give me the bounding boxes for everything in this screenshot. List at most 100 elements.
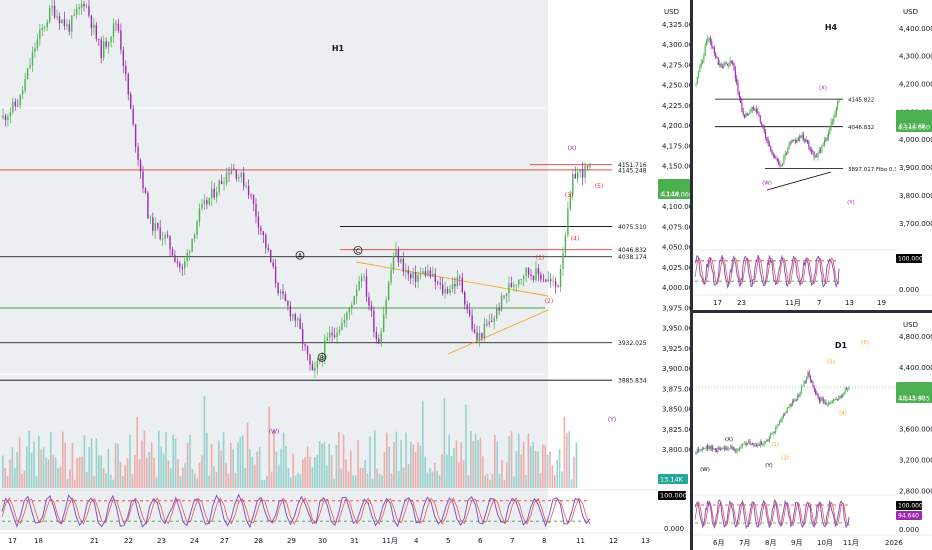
volume-bar [210,443,213,488]
volume-bar [225,463,227,488]
candle-body [471,315,473,330]
candle-body [390,269,392,283]
price-tick-label: 4,175.000 [662,142,690,150]
candle-body [726,447,728,450]
oscillator-badge: 100.000 [898,256,923,263]
time-tick-label: 24 [190,537,199,545]
wave-label: (Y) [765,463,773,469]
volume-bar [256,451,258,488]
candle-body [709,38,711,42]
candle-body [842,395,844,398]
level-label: 4145.822 [848,98,874,104]
candle-body [532,276,535,281]
price-tick-label: 3,875.000 [662,385,690,393]
volume-bar [114,443,117,488]
candle-body [753,107,755,111]
candle-body [355,290,358,297]
volume-bar [136,417,138,488]
volume-bar [474,434,477,488]
volume-bar [491,474,494,488]
volume-bar [455,440,458,488]
candle-body [704,448,706,450]
candle-body [827,402,829,404]
candle-body [716,57,718,59]
candle-body [505,293,508,296]
volume-bar [388,446,390,488]
candle-body [174,255,176,262]
volume-bar [124,464,126,488]
candle-body [562,253,564,269]
candle-body [422,271,424,274]
panel-separator-horizontal[interactable] [693,310,932,313]
h1-chart-panel[interactable]: 4151.716 4145.248 4075.510 4046.832 4038.174… [0,0,690,550]
candle-body [287,300,289,306]
candle-body [776,426,778,429]
candle-body [730,446,732,449]
candle-body [238,177,240,179]
candle-body [802,386,804,388]
volume-bar [100,455,102,488]
candle-body [191,238,193,252]
h4-chart-svg[interactable]: H4 4145.822 4046.832 3897.017 Fibo 0.382 w3… [693,0,932,310]
volume-bar [525,475,527,488]
candle-body [817,395,819,398]
candle-body [788,144,790,148]
candle-body [834,399,836,401]
price-axis-bg [658,0,690,550]
candle-body [203,200,206,205]
candle-body [478,332,481,340]
candle-body [820,150,822,152]
volume-bar [352,475,354,488]
candle-body [412,272,414,279]
level-label: 4046.832 [848,125,874,131]
candle-body [833,400,835,402]
volume-bar [371,479,374,488]
candle-body [491,321,493,323]
volume-bar [208,475,210,488]
candle-body [786,407,788,413]
candle-body [486,324,488,325]
candle-body [466,304,468,310]
volume-bar [374,430,376,488]
time-tick-label: 17 [713,299,722,307]
candle-body [235,169,238,179]
candle-body [31,51,34,66]
candle-body [24,79,26,91]
volume-bar [129,434,131,488]
volume-bar [338,431,340,488]
volume-bar [155,477,158,488]
h4-chart-panel[interactable]: H4 4145.822 4046.832 3897.017 Fibo 0.382 w3… [693,0,932,310]
volume-bar [515,451,518,488]
price-tick-label: 4,150.000 [662,163,690,171]
volume-bar [69,469,71,488]
candle-body [711,41,713,47]
volume-bar [244,467,246,488]
volume-bar [218,440,220,488]
candle-body [754,444,756,446]
volume-bar [285,445,287,488]
candle-body [808,372,810,377]
volume-bar [62,431,64,488]
time-tick-label: 29 [287,537,296,545]
volume-bar [222,431,225,488]
d1-chart-svg[interactable]: D1 (X) (W) (Y) (1) (2) (3) (4) (5) USD 4,800.000 4,… [693,313,932,550]
price-tick-label: 4,400.000 [899,364,932,372]
d1-chart-panel[interactable]: D1 (X) (W) (Y) (1) (2) (3) (4) (5) USD 4,800.000 4,… [693,313,932,550]
panel-separator-vertical[interactable] [690,0,693,550]
last-price-timer: 13:10 [662,191,679,198]
candle-body [758,113,760,116]
candle-body [56,16,58,18]
candle-body [154,223,156,231]
volume-bar [486,473,489,488]
candle-body [360,277,363,282]
candle-body [707,445,709,449]
candle-body [220,180,223,185]
candle-body [720,63,722,67]
candle-body [751,107,753,110]
volume-bar [570,479,573,488]
candle-body [552,280,554,282]
candle-body [373,310,375,333]
volume-bar [213,466,215,488]
